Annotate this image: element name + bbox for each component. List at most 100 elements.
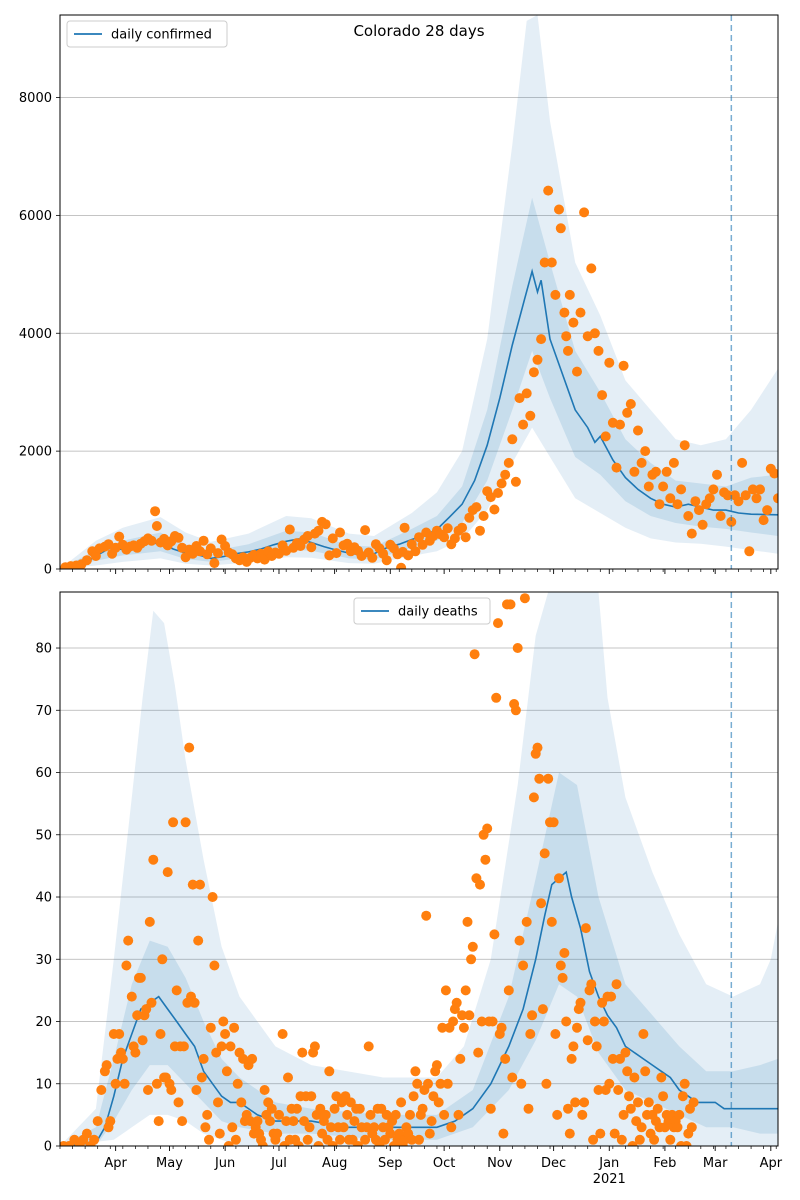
observed-data-point: [171, 985, 182, 996]
observed-data-point: [410, 546, 421, 557]
observed-data-point: [306, 1091, 317, 1102]
observed-data-point: [519, 593, 530, 604]
observed-data-point: [672, 1122, 683, 1133]
observed-data-point: [715, 511, 726, 521]
legend-label: daily confirmed: [111, 28, 212, 43]
observed-data-point: [426, 1116, 437, 1127]
observed-data-point: [503, 985, 514, 996]
x-tick-label: Nov: [487, 1156, 513, 1171]
observed-data-point: [214, 1128, 225, 1139]
observed-data-point: [117, 1053, 128, 1064]
observed-data-point: [177, 1116, 188, 1127]
x-tick-label: Jul: [270, 1156, 287, 1171]
observed-data-point: [536, 334, 547, 345]
y-tick-label: 20: [35, 1015, 52, 1030]
observed-data-point: [439, 532, 450, 543]
observed-data-point: [611, 462, 622, 473]
observed-data-point: [252, 1116, 263, 1127]
observed-data-point: [537, 1004, 548, 1015]
observed-data-point: [493, 618, 503, 629]
observed-data-point: [478, 511, 489, 521]
observed-data-point: [563, 1103, 573, 1114]
observed-data-point: [173, 532, 184, 543]
observed-data-point: [412, 1078, 423, 1089]
observed-data-point: [554, 204, 564, 215]
observed-data-point: [611, 979, 622, 990]
observed-data-point: [198, 535, 209, 546]
observed-data-point: [274, 1109, 284, 1120]
observed-data-point: [230, 1134, 241, 1145]
observed-data-point: [320, 519, 331, 530]
observed-data-point: [618, 1109, 629, 1120]
observed-data-point: [473, 1047, 484, 1058]
observed-data-point: [205, 543, 216, 554]
observed-data-point: [291, 1103, 302, 1114]
observed-data-point: [146, 535, 157, 546]
observed-data-point: [580, 923, 591, 934]
observed-data-point: [550, 289, 561, 300]
observed-data-point: [369, 1122, 380, 1133]
observed-data-point: [297, 1047, 308, 1058]
legend-box: [66, 20, 228, 48]
observed-data-point: [507, 1072, 518, 1083]
observed-data-point: [150, 506, 161, 517]
observed-data-point: [198, 1053, 209, 1064]
observed-data-point: [485, 1103, 496, 1114]
observed-data-point: [132, 1010, 143, 1021]
observed-data-point: [536, 898, 547, 909]
observed-data-point: [629, 466, 640, 477]
observed-data-point: [442, 523, 453, 534]
observed-data-point: [559, 307, 570, 318]
observed-data-point: [462, 916, 473, 927]
observed-data-point: [431, 1060, 442, 1071]
observed-data-point: [162, 867, 173, 878]
x-tick-label: May: [156, 1156, 183, 1171]
y-tick-label: 30: [35, 953, 52, 968]
observed-data-point: [498, 1128, 509, 1139]
observed-data-point: [130, 1047, 141, 1058]
observed-data-point: [119, 1078, 130, 1089]
observed-data-point: [399, 522, 410, 533]
observed-data-point: [257, 1141, 268, 1146]
observed-data-point: [559, 948, 570, 958]
observed-data-point: [593, 1085, 604, 1095]
observed-data-point: [189, 997, 200, 1008]
observed-data-point: [528, 792, 539, 803]
observed-data-point: [652, 1103, 663, 1114]
observed-data-point: [751, 493, 762, 504]
observed-data-point: [534, 773, 545, 784]
observed-data-point: [487, 1016, 498, 1027]
observed-data-point: [686, 528, 697, 539]
observed-data-point: [196, 1072, 207, 1083]
observed-data-point: [618, 360, 629, 371]
observed-data-point: [475, 525, 485, 536]
observed-data-point: [500, 1053, 511, 1064]
observed-data-point: [272, 1128, 283, 1139]
observed-data-point: [81, 1128, 92, 1139]
observed-data-point: [658, 481, 669, 492]
observed-data-point: [582, 1035, 593, 1046]
observed-data-point: [360, 1134, 371, 1145]
observed-data-point: [92, 1116, 103, 1127]
observed-data-point: [543, 185, 554, 196]
observed-data-point: [90, 551, 101, 561]
plot-area: [60, 592, 778, 1146]
observed-data-point: [550, 1029, 561, 1039]
plot-frame: [59, 14, 779, 570]
observed-data-point: [688, 1097, 699, 1108]
observed-data-point: [588, 1134, 599, 1145]
observed-data-point: [640, 446, 651, 457]
observed-data-point: [121, 960, 132, 971]
observed-data-point: [514, 935, 525, 946]
observed-data-point: [482, 823, 493, 834]
observed-data-point: [697, 519, 708, 530]
observed-data-point: [284, 524, 295, 535]
observed-data-point: [293, 1141, 304, 1146]
observed-data-point: [207, 892, 218, 902]
observed-data-point: [365, 1109, 376, 1120]
observed-data-point: [209, 558, 220, 569]
y-tick-label: 0: [44, 563, 52, 578]
observed-data-point: [557, 972, 568, 983]
observed-data-point: [114, 1029, 125, 1039]
observed-data-point: [423, 1078, 433, 1089]
